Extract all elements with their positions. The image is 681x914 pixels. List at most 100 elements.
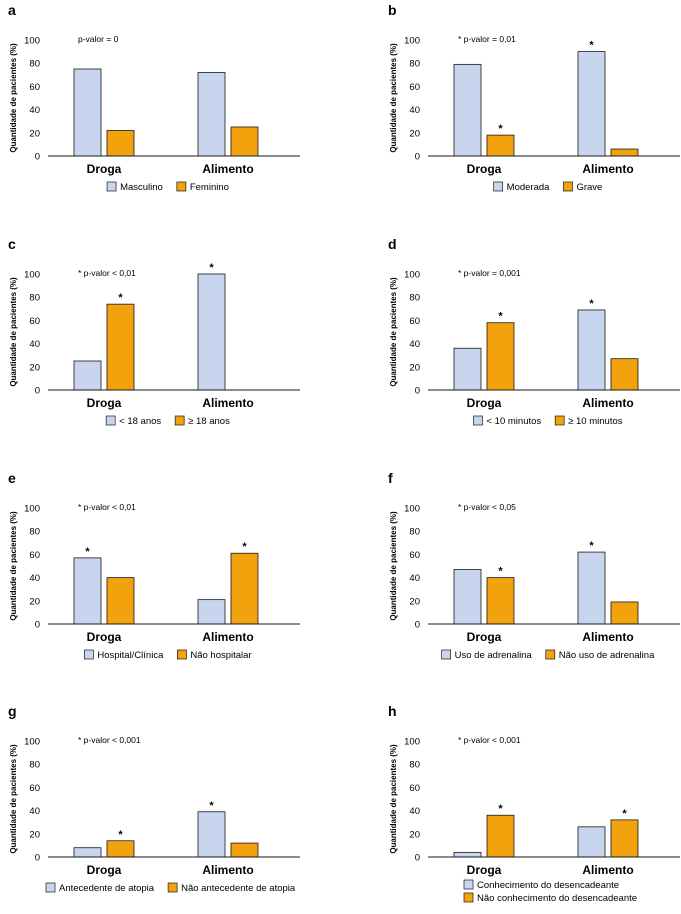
legend-swatch (545, 649, 556, 660)
legend-swatch (177, 649, 187, 660)
x-category-label: Alimento (202, 396, 253, 410)
y-tick-label: 0 (415, 853, 420, 864)
legend-label: Feminino (190, 182, 229, 193)
x-category-label: Alimento (202, 162, 253, 176)
y-tick-label: 60 (409, 550, 420, 561)
x-category-label: Droga (467, 162, 502, 176)
x-category-label: Alimento (582, 630, 633, 644)
legend-label: ≥ 18 anos (188, 416, 230, 427)
bar-alimento-series1 (577, 309, 606, 391)
legend-swatch (106, 181, 117, 192)
y-tick-label: 80 (409, 760, 420, 771)
legend-label: Grave (576, 182, 602, 193)
legend-swatch (105, 415, 116, 426)
significance-star: * (209, 262, 214, 274)
significance-star: * (209, 800, 214, 812)
legend-label: < 10 minutos (487, 416, 542, 427)
y-tick-label: 80 (409, 293, 420, 304)
y-tick-label: 0 (35, 620, 40, 631)
bar-droga-series1 (453, 63, 482, 157)
panel-f: f Quantidade de pacientes (%) 0 20 40 60 80 100… (388, 470, 680, 661)
p-value-note: * p-valor = 0,01 (458, 34, 516, 44)
legend-swatch (84, 649, 94, 660)
y-tick-label: 20 (409, 362, 420, 373)
x-category-label: Alimento (582, 162, 633, 176)
y-tick-label: 100 (404, 270, 420, 281)
y-axis-label: Quantidade de pacientes (%) (389, 43, 398, 153)
y-tick-label: 80 (409, 527, 420, 538)
bar-alimento-series2 (230, 552, 259, 625)
x-category-label: Droga (467, 863, 502, 877)
bar-alimento-series1 (577, 551, 606, 625)
bar-alimento-series2 (230, 842, 259, 858)
legend-label: Masculino (120, 182, 163, 193)
y-tick-label: 0 (35, 853, 40, 864)
significance-star: * (498, 803, 503, 815)
panel-g: g Quantidade de pacientes (%) 0 20 40 60 80 100… (8, 703, 300, 894)
panel-letter: b (388, 2, 397, 18)
y-tick-label: 20 (29, 362, 40, 373)
panel-letter: g (8, 703, 17, 719)
legend-swatch (174, 415, 185, 426)
bar-droga-series2 (106, 840, 135, 858)
legend-label: Não uso de adrenalina (559, 650, 655, 661)
y-tick-label: 40 (29, 339, 40, 350)
panel-letter: a (8, 2, 16, 18)
bar-droga-series2 (486, 322, 515, 391)
bar-droga-series2 (486, 134, 515, 157)
panel-d: d Quantidade de pacientes (%) 0 20 40 60 80 100… (388, 236, 680, 427)
legend-label: Uso de adrenalina (455, 650, 533, 661)
legend-label: Hospital/Clínica (97, 650, 164, 661)
bar-droga-series2 (486, 814, 515, 858)
y-tick-label: 60 (409, 82, 420, 93)
y-axis-label: Quantidade de pacientes (%) (9, 511, 18, 621)
y-tick-label: 20 (409, 596, 420, 607)
bar-alimento-series1 (197, 72, 226, 157)
bar-alimento-series1 (577, 51, 606, 157)
panel-letter: h (388, 703, 397, 719)
bar-alimento-series2 (610, 819, 639, 858)
bar-droga-series1 (73, 360, 102, 391)
p-value-note: * p-valor < 0,001 (458, 735, 521, 745)
significance-star: * (622, 808, 627, 820)
y-tick-label: 20 (29, 128, 40, 139)
y-tick-label: 0 (415, 620, 420, 631)
y-tick-label: 20 (409, 829, 420, 840)
legend-swatch (441, 649, 451, 660)
p-value-note: * p-valor < 0,05 (458, 502, 516, 512)
y-tick-label: 100 (404, 36, 420, 47)
y-tick-label: 100 (24, 36, 40, 47)
significance-star: * (118, 829, 123, 841)
y-tick-label: 0 (415, 152, 420, 163)
bar-alimento-series2 (610, 358, 639, 391)
x-category-label: Droga (87, 630, 122, 644)
bar-droga-series1 (73, 847, 102, 858)
y-tick-label: 0 (415, 386, 420, 397)
y-tick-label: 100 (404, 504, 420, 515)
y-tick-label: 40 (409, 573, 420, 584)
y-tick-label: 80 (29, 527, 40, 538)
bar-droga-series2 (486, 577, 515, 625)
y-axis-label: Quantidade de pacientes (%) (9, 43, 18, 153)
x-category-label: Droga (467, 396, 502, 410)
panel-h: h Quantidade de pacientes (%) 0 20 40 60 80 100… (388, 703, 680, 904)
y-axis-label: Quantidade de pacientes (%) (9, 744, 18, 854)
y-tick-label: 80 (29, 293, 40, 304)
bar-alimento-series2 (610, 148, 639, 157)
legend-swatch (463, 892, 474, 903)
panel-a: a Quantidade de pacientes (%) 0 20 40 60 80 100… (8, 2, 300, 193)
legend-swatch (554, 415, 565, 426)
bar-alimento-series1 (197, 811, 226, 858)
legend-label: ≥ 10 minutos (568, 416, 623, 427)
legend-label: Não hospitalar (190, 650, 251, 661)
p-value-note: p-valor = 0 (78, 34, 119, 44)
panel-letter: d (388, 236, 397, 252)
significance-star: * (242, 541, 247, 553)
x-category-label: Droga (87, 863, 122, 877)
bar-droga-series2 (106, 577, 135, 625)
p-value-note: * p-valor = 0,001 (458, 268, 521, 278)
p-value-note: * p-valor < 0,001 (78, 735, 141, 745)
y-tick-label: 0 (35, 386, 40, 397)
bar-droga-series1 (453, 347, 482, 391)
significance-star: * (498, 123, 503, 135)
